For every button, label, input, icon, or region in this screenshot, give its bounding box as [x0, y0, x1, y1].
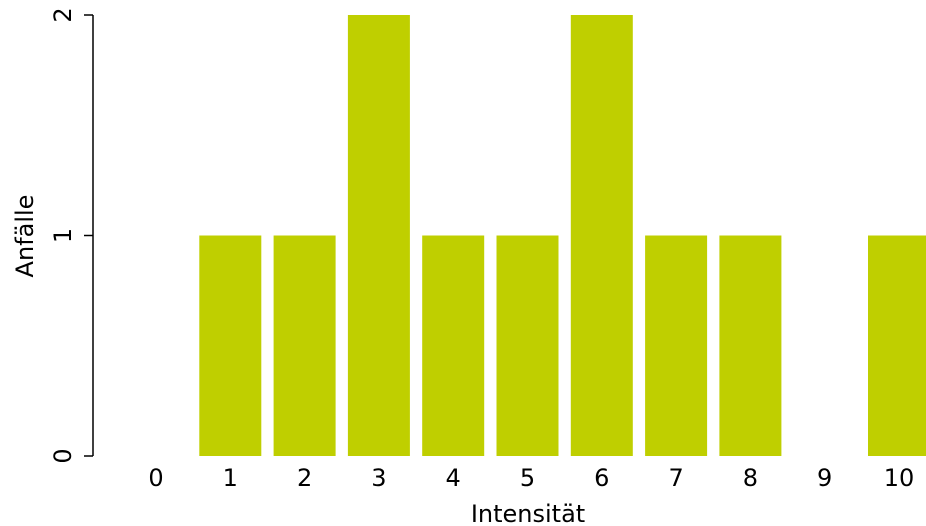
x-tick-label-0: 0: [148, 464, 163, 492]
bar-3: [347, 15, 410, 456]
bar-4: [422, 235, 485, 456]
x-tick-label-6: 6: [594, 464, 609, 492]
x-tick-label-2: 2: [297, 464, 312, 492]
y-axis: 0 1 2: [49, 7, 94, 464]
x-tick-label-1: 1: [223, 464, 238, 492]
x-tick-label-4: 4: [446, 464, 461, 492]
x-tick-label-5: 5: [520, 464, 535, 492]
bars-group: [199, 15, 926, 456]
bar-6: [570, 15, 633, 456]
bar-5: [496, 235, 559, 456]
bar-7: [645, 235, 708, 456]
x-tick-label-10: 10: [884, 464, 915, 492]
x-tick-labels: 0 1 2 3 4 5 6 7 8 9 10: [148, 464, 914, 492]
bar-1: [199, 235, 262, 456]
y-tick-label-0: 0: [49, 448, 77, 463]
bar-10: [868, 235, 926, 456]
x-tick-label-8: 8: [743, 464, 758, 492]
y-tick-label-1: 1: [49, 228, 77, 243]
x-tick-label-9: 9: [817, 464, 832, 492]
y-tick-label-2: 2: [49, 7, 77, 22]
x-tick-label-3: 3: [371, 464, 386, 492]
x-tick-label-7: 7: [668, 464, 683, 492]
x-axis-title: Intensität: [471, 500, 585, 526]
bar-2: [273, 235, 336, 456]
bar-8: [719, 235, 782, 456]
y-axis-title: Anfälle: [11, 195, 39, 278]
